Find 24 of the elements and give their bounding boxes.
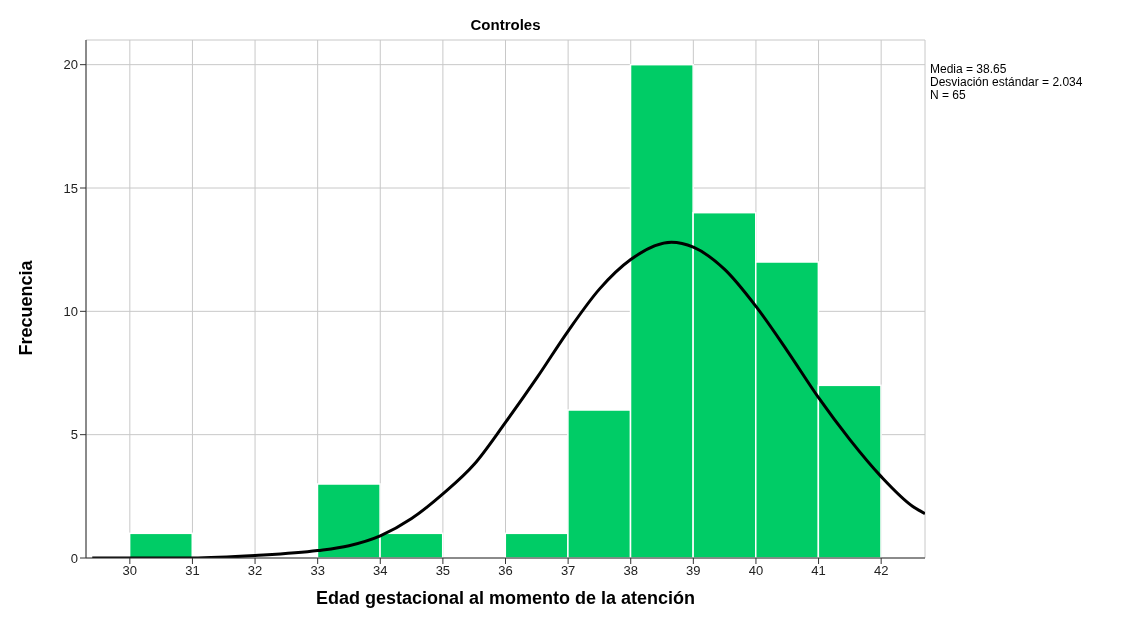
- chart-title: Controles: [469, 16, 542, 33]
- x-tick-label: 35: [435, 563, 451, 579]
- x-tick-label: 33: [310, 563, 325, 579]
- text: Media = 38.65: [930, 62, 1008, 76]
- y-tick-label: 10: [63, 303, 78, 319]
- x-tick-label: 32: [247, 563, 263, 579]
- x-tick-label: 40: [748, 563, 764, 579]
- y-tick-label: 0: [70, 550, 78, 566]
- x-tick-label: 31: [185, 563, 200, 579]
- x-tick-label: 37: [560, 563, 576, 579]
- x-tick-label: 36: [498, 563, 513, 579]
- y-axis-title: Frecuencia: [16, 260, 37, 356]
- x-tick-label: 30: [122, 563, 138, 579]
- y-tick-label: 20: [63, 57, 78, 73]
- x-tick-label: 42: [873, 563, 889, 579]
- x-tick-label: 38: [623, 563, 638, 579]
- x-tick-label: 41: [811, 563, 826, 579]
- x-axis-title: Edad gestacional al momento de la atención: [314, 588, 697, 609]
- x-tick-label: 39: [686, 563, 701, 579]
- y-tick-label: 15: [63, 180, 78, 196]
- text: Desviación estándar = 2.034: [930, 75, 1083, 89]
- text: N = 65: [930, 88, 967, 102]
- y-tick-label: 5: [70, 427, 78, 443]
- x-tick-label: 34: [373, 563, 388, 579]
